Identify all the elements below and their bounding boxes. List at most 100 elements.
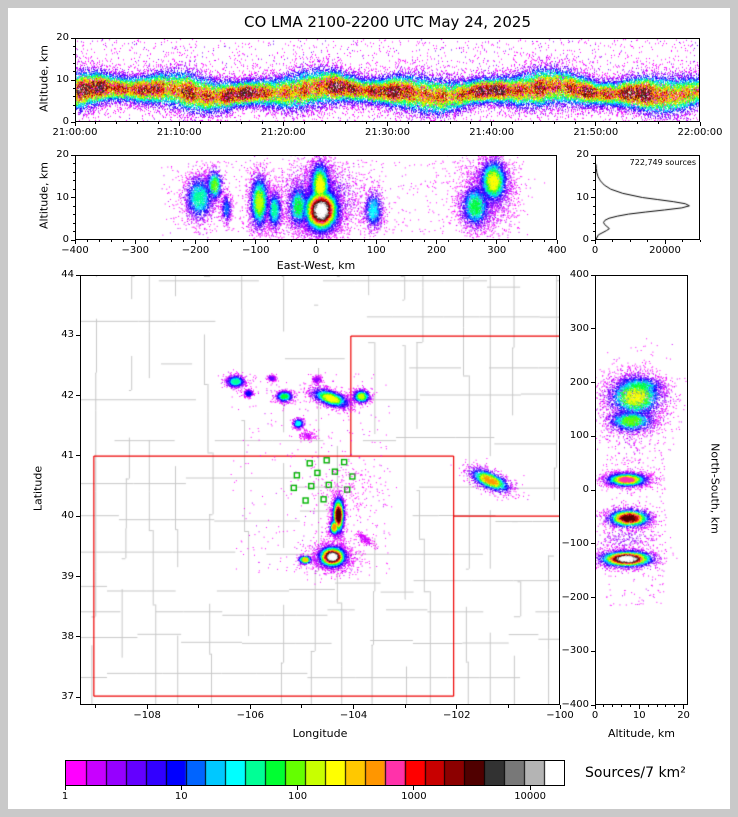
x-tick (134, 240, 136, 244)
y-minor-tick (73, 45, 75, 47)
colorbar-tick-label: 1000 (401, 791, 427, 802)
north-south-xlabel: Altitude, km (607, 727, 676, 740)
x-tick (387, 122, 388, 126)
x-tick (699, 122, 701, 126)
y-tick (76, 696, 80, 698)
x-minor-tick (157, 122, 159, 124)
north-south-ylabel: North-South, km (708, 443, 722, 534)
x-minor-tick (665, 705, 667, 707)
x-minor-tick (656, 705, 658, 707)
y-tick (591, 435, 595, 437)
y-minor-tick (73, 154, 75, 156)
y-tick-label: 0 (62, 234, 69, 245)
x-tick (436, 240, 437, 244)
x-tick (198, 705, 200, 708)
y-minor-tick (73, 104, 75, 106)
x-minor-tick (195, 240, 196, 242)
x-tick-label: 20000 (649, 245, 681, 256)
plan-view-map-panel (80, 275, 560, 705)
x-tick-label: −102 (443, 710, 471, 721)
x-minor-tick (387, 240, 389, 242)
x-minor-tick (279, 240, 281, 242)
y-tick-label: −300 (561, 645, 589, 657)
y-minor-tick (73, 87, 75, 89)
x-minor-tick (532, 122, 534, 124)
y-minor-tick (73, 96, 75, 98)
x-tick-label: 21:10:00 (156, 127, 202, 138)
colorbar-tick (529, 786, 531, 790)
y-tick-label: 10 (56, 74, 69, 85)
x-tick (664, 240, 666, 244)
x-minor-tick (574, 122, 576, 124)
colorbar-panel (65, 760, 565, 786)
x-tick (638, 705, 640, 709)
x-minor-tick (345, 122, 347, 124)
x-minor-tick (491, 122, 493, 124)
y-minor-tick (593, 171, 595, 173)
x-minor-tick (255, 240, 257, 242)
time-height-density-canvas (76, 39, 699, 121)
x-tick-label: −108 (133, 710, 161, 721)
x-minor-tick (594, 705, 596, 707)
x-minor-tick (699, 122, 701, 124)
x-tick-label: 0 (591, 710, 599, 721)
x-tick-label: 22:00:00 (677, 127, 723, 138)
y-minor-tick (73, 171, 75, 173)
y-minor-tick (73, 62, 75, 64)
x-minor-tick (512, 122, 513, 124)
figure-title: CO LMA 2100-2200 UTC May 24, 2025 (244, 13, 531, 31)
y-tick-label: 43 (61, 329, 74, 341)
x-tick-label: −104 (339, 710, 368, 721)
x-minor-tick (520, 240, 522, 242)
x-minor-tick (595, 122, 597, 124)
y-tick-label: 10 (56, 191, 69, 203)
x-minor-tick (612, 705, 614, 707)
x-minor-tick (86, 240, 88, 242)
x-tick (146, 705, 148, 709)
y-tick-label: 0 (62, 116, 69, 127)
x-tick-label: 21:30:00 (365, 127, 410, 138)
y-tick-label: 44 (61, 269, 74, 280)
y-minor-tick (73, 239, 75, 241)
y-tick-label: 38 (61, 630, 74, 642)
y-minor-tick (593, 239, 595, 241)
time-height-panel (75, 38, 700, 122)
y-minor-tick (73, 54, 75, 56)
x-tick (683, 705, 685, 709)
x-minor-tick (621, 705, 623, 707)
y-tick-label: 0 (582, 484, 589, 495)
x-minor-tick (182, 240, 184, 242)
y-tick (76, 395, 80, 397)
x-tick-label: 10 (632, 710, 646, 721)
x-minor-tick (351, 240, 353, 242)
y-tick-label: 42 (61, 389, 74, 401)
x-tick (491, 122, 493, 126)
y-tick (591, 597, 595, 598)
x-minor-tick (699, 240, 701, 242)
y-tick-label: 20 (576, 149, 589, 160)
x-minor-tick (556, 240, 558, 242)
x-minor-tick (315, 240, 317, 242)
x-minor-tick (470, 122, 472, 124)
x-minor-tick (220, 122, 222, 124)
source-count-annotation: 722,749 sources (629, 158, 696, 167)
x-minor-tick (484, 240, 486, 242)
x-minor-tick (544, 240, 546, 242)
x-tick (595, 122, 597, 126)
x-minor-tick (496, 240, 498, 242)
x-tick-label: 21:50:00 (573, 127, 619, 138)
colorbar-tick-label: 1 (61, 791, 69, 802)
x-tick (249, 705, 251, 709)
altitude-histogram-panel (595, 155, 700, 240)
x-minor-tick (146, 240, 148, 242)
x-minor-tick (327, 240, 329, 242)
x-minor-tick (324, 122, 326, 124)
x-tick (594, 240, 596, 244)
y-minor-tick (593, 231, 595, 232)
x-minor-tick (612, 240, 613, 242)
x-tick-label: 21:00:00 (52, 127, 98, 138)
y-tick (591, 543, 595, 545)
y-minor-tick (593, 154, 595, 156)
east-west-panel (75, 155, 557, 240)
